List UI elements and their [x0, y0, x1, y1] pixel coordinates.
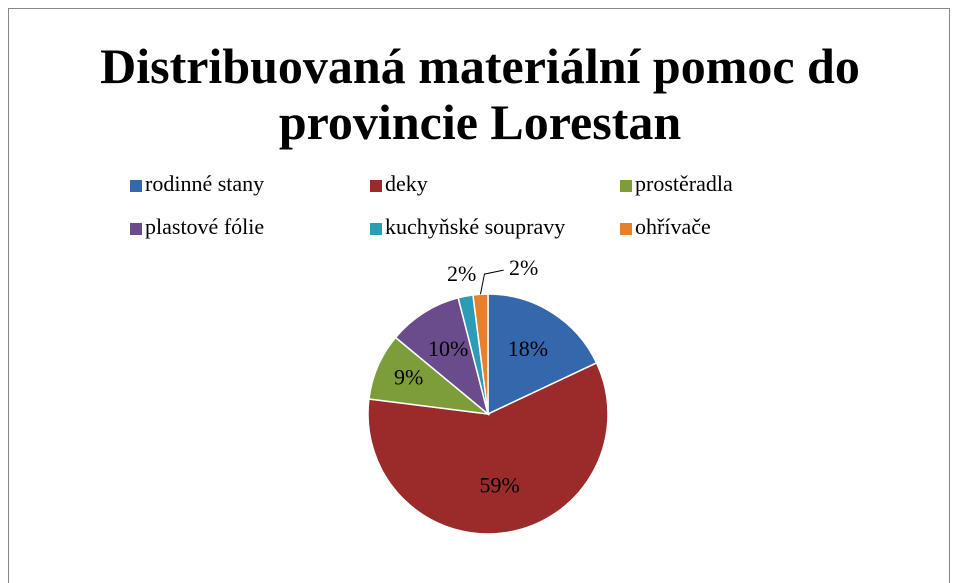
data-label: 10% — [428, 336, 468, 361]
legend-swatch — [370, 223, 382, 235]
legend-swatch — [370, 180, 382, 192]
legend-swatch — [130, 180, 142, 192]
pie-slice — [367, 361, 609, 535]
legend-label: plastové fólie — [145, 214, 264, 239]
legend-swatch — [620, 223, 632, 235]
legend-swatch — [130, 223, 142, 235]
legend-swatch — [620, 180, 632, 192]
leader-line — [479, 269, 504, 295]
legend-label: deky — [385, 171, 428, 196]
data-label: 9% — [394, 365, 423, 390]
data-label: 2% — [447, 261, 476, 286]
legend-label: rodinné stany — [145, 171, 264, 196]
legend-label: prostěradla — [635, 171, 733, 196]
data-label: 2% — [509, 255, 538, 280]
chart-title: Distribuovaná materiální pomoc do provin… — [100, 38, 860, 150]
legend-label: ohřívače — [635, 214, 711, 239]
pie-slice — [487, 293, 598, 416]
chart-frame — [8, 8, 950, 583]
data-label: 59% — [479, 473, 519, 498]
legend-label: kuchyňské soupravy — [385, 214, 565, 239]
data-label: 18% — [508, 336, 548, 361]
